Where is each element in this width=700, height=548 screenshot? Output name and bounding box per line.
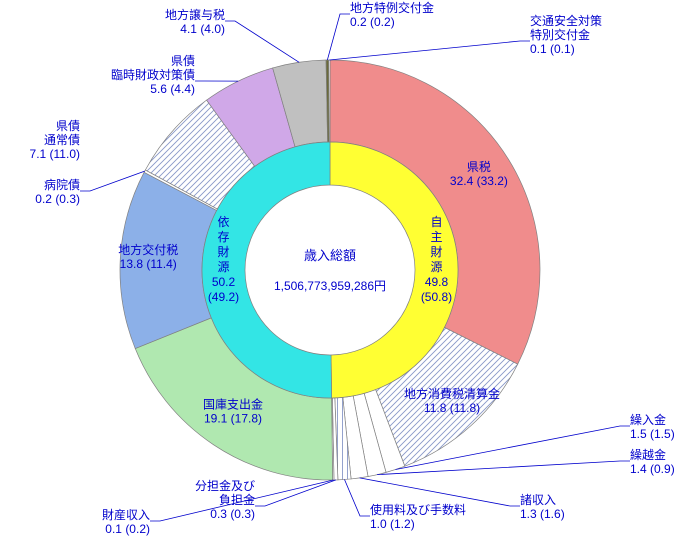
label-buntan: 分担金及び負担金0.3 (0.3) [195, 478, 255, 521]
label-kurik: 繰越金1.4 (0.9) [630, 447, 675, 476]
label-byoin-prefix: 県債通常債7.1 (11.0) [30, 118, 80, 161]
label-kurii: 繰入金1.5 (1.5) [630, 412, 675, 441]
label-kokko: 国庫支出金19.1 (17.8) [203, 397, 263, 426]
leader-tokurei [327, 14, 350, 60]
leader-shiyou [345, 479, 370, 516]
center-value: 1,506,773,959,286円 [274, 279, 386, 293]
label-byoin: 病院債0.2 (0.3) [35, 177, 80, 206]
label-shiyou: 使用料及び手数料1.0 (1.2) [370, 502, 466, 531]
leader-buntan [255, 480, 336, 506]
label-rinji: 県債臨時財政対策債5.6 (4.4) [111, 53, 195, 96]
outer-ring [120, 60, 540, 480]
label-kotsu: 交通安全対策特別交付金0.1 (0.1) [530, 13, 602, 56]
label-kofu: 地方交付税13.8 (11.4) [118, 242, 178, 271]
leader-kurik [377, 461, 630, 475]
label-tokurei: 地方特例交付金0.2 (0.2) [350, 0, 434, 29]
leader-joyo [225, 21, 299, 62]
leader-byoin [80, 171, 145, 191]
label-joyo: 地方譲与税4.1 (4.0) [165, 7, 225, 36]
inner-ring: 自主財源49.8(50.8)依存財源50.2(49.2) [202, 142, 458, 398]
leader-shoshu [360, 478, 520, 506]
center-title: 歳入総額 [304, 248, 356, 263]
revenue-donut-chart: 自主財源49.8(50.8)依存財源50.2(49.2) 県税32.4 (33.… [0, 0, 700, 548]
outer-slice-kotsu [329, 60, 330, 142]
leader-kotsu [329, 41, 530, 60]
label-shoshu: 諸収入1.3 (1.6) [520, 492, 565, 521]
label-zaisan: 財産収入0.1 (0.2) [102, 507, 150, 536]
